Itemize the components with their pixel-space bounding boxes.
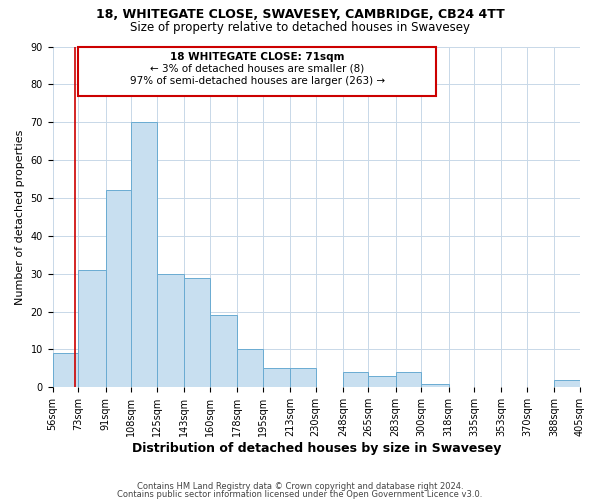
Bar bbox=[343, 372, 368, 388]
Bar bbox=[237, 350, 263, 388]
Bar bbox=[53, 354, 79, 388]
Bar bbox=[210, 316, 237, 388]
Bar bbox=[106, 190, 131, 388]
Bar bbox=[263, 368, 290, 388]
Bar bbox=[554, 380, 580, 388]
Bar bbox=[368, 376, 395, 388]
Bar bbox=[131, 122, 157, 388]
Bar bbox=[79, 46, 436, 96]
Text: 18, WHITEGATE CLOSE, SWAVESEY, CAMBRIDGE, CB24 4TT: 18, WHITEGATE CLOSE, SWAVESEY, CAMBRIDGE… bbox=[95, 8, 505, 20]
Bar bbox=[290, 368, 316, 388]
Bar bbox=[79, 270, 106, 388]
Text: 97% of semi-detached houses are larger (263) →: 97% of semi-detached houses are larger (… bbox=[130, 76, 385, 86]
Text: Contains HM Land Registry data © Crown copyright and database right 2024.: Contains HM Land Registry data © Crown c… bbox=[137, 482, 463, 491]
Text: Size of property relative to detached houses in Swavesey: Size of property relative to detached ho… bbox=[130, 21, 470, 34]
Text: Contains public sector information licensed under the Open Government Licence v3: Contains public sector information licen… bbox=[118, 490, 482, 499]
Y-axis label: Number of detached properties: Number of detached properties bbox=[15, 129, 25, 304]
Text: 18 WHITEGATE CLOSE: 71sqm: 18 WHITEGATE CLOSE: 71sqm bbox=[170, 52, 344, 62]
Bar bbox=[395, 372, 421, 388]
X-axis label: Distribution of detached houses by size in Swavesey: Distribution of detached houses by size … bbox=[131, 442, 501, 455]
Text: ← 3% of detached houses are smaller (8): ← 3% of detached houses are smaller (8) bbox=[150, 64, 365, 74]
Bar bbox=[184, 278, 210, 388]
Bar bbox=[421, 384, 449, 388]
Bar bbox=[157, 274, 184, 388]
